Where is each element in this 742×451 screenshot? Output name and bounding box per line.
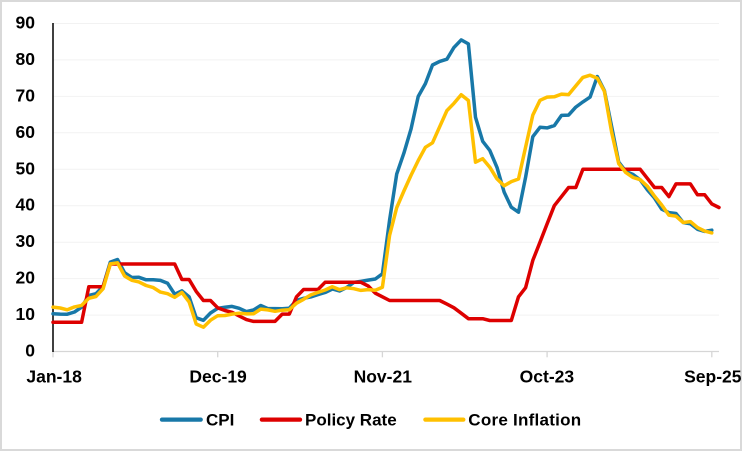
svg-text:20: 20 [16,268,36,288]
svg-text:Sep-25: Sep-25 [684,366,742,386]
svg-text:80: 80 [16,49,36,69]
svg-text:Policy Rate: Policy Rate [305,411,397,430]
svg-text:50: 50 [16,158,36,178]
svg-text:90: 90 [16,13,36,33]
svg-text:70: 70 [16,85,36,105]
svg-text:60: 60 [16,122,36,142]
svg-text:Oct-23: Oct-23 [520,366,575,386]
svg-text:Jan-18: Jan-18 [26,366,82,386]
svg-text:Dec-19: Dec-19 [189,366,247,386]
svg-text:CPI: CPI [206,411,234,430]
svg-text:10: 10 [16,304,36,324]
svg-text:40: 40 [16,195,36,215]
svg-text:Core Inflation: Core Inflation [468,411,581,430]
svg-text:30: 30 [16,231,36,251]
svg-text:0: 0 [25,341,35,361]
svg-text:Nov-21: Nov-21 [354,366,413,386]
